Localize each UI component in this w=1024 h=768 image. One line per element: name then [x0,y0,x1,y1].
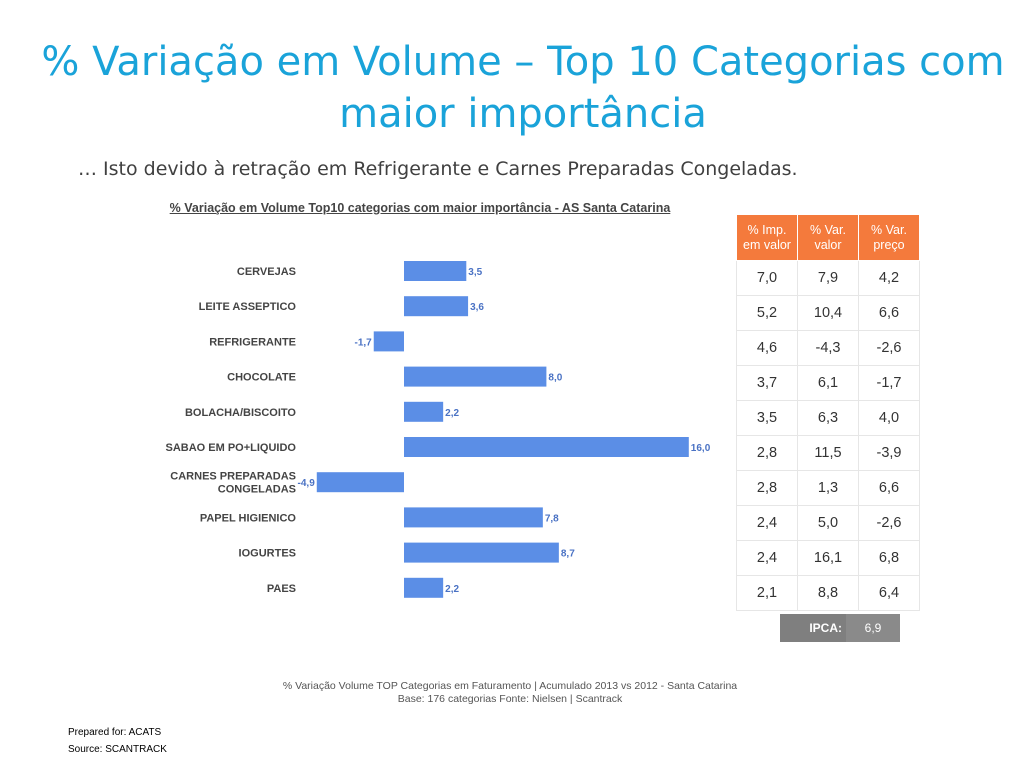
bar-8 [404,542,559,563]
footnote-line1: % Variação Volume TOP Categorias em Fatu… [282,680,738,692]
prepared-block: Prepared for: ACATS Source: SCANTRACK [68,724,167,758]
bar-value-label: 2,2 [445,584,459,595]
bar-3 [404,366,547,387]
header-imp-valor-line2: em valor [743,237,791,252]
ipca-box: IPCA: 6,9 [780,614,900,642]
category-label: PAES [267,583,296,595]
bar-9 [404,577,444,598]
category-label: LEITE ASSEPTICO [199,301,297,313]
table-cell: 6,3 [797,400,859,436]
table-cell: 7,9 [797,260,859,296]
table-cell: 4,0 [858,400,920,436]
table-row: 2,8 1,3 6,6 [736,470,920,506]
header-var-preco-line1: % Var. [871,222,907,237]
source-note: Source: SCANTRACK [68,744,167,755]
header-var-valor-line2: valor [814,237,842,252]
bar-5 [404,437,689,457]
table-cell: -3,9 [858,435,920,471]
category-label: REFRIGERANTE [209,336,296,348]
table-row: 2,1 8,8 6,4 [736,575,920,611]
category-label: CERVEJAS [237,266,296,278]
table-cell: 6,6 [858,470,920,506]
table-cell: 5,0 [797,505,859,541]
chart-title: % Variação em Volume Top10 categorias co… [169,201,671,215]
table-cell: 16,1 [797,540,859,576]
table-row: 5,2 10,4 6,6 [736,295,920,331]
bar-2 [373,331,404,352]
bar-7 [404,507,543,528]
metrics-table: % Imp. em valor % Var. valor % Var. preç… [736,214,920,611]
bar-value-label: -4,9 [298,478,316,489]
table-body: 7,0 7,9 4,2 5,2 10,4 6,6 4,6 -4,3 -2,6 3,7 6,1 -1,7… [736,260,920,611]
table-row: 2,8 11,5 -3,9 [736,435,920,471]
chart-footnote: % Variação Volume TOP Categorias em Fatu… [200,680,820,706]
table-cell: 6,6 [858,295,920,331]
table-cell: 8,8 [797,575,859,611]
bar-4 [404,401,444,422]
bar-value-label: 7,8 [545,513,559,524]
header-imp-valor: % Imp. em valor [736,214,798,261]
table-row: 2,4 5,0 -2,6 [736,505,920,541]
table-cell: -2,6 [858,330,920,366]
slide-subtitle: … Isto devido à retração em Refrigerante… [78,158,798,180]
ipca-value: 6,9 [846,614,900,642]
bar-value-label: 3,5 [468,267,482,278]
bar-6 [316,472,404,493]
slide-title: % Variação em Volume – Top 10 Categorias… [41,39,1005,137]
bar-1 [404,296,469,317]
table-cell: 4,6 [736,330,798,366]
table-cell: 6,1 [797,365,859,401]
table-cell: 2,4 [736,505,798,541]
table-cell: 2,8 [736,435,798,471]
bar-value-label: 2,2 [445,408,459,419]
table-row: 4,6 -4,3 -2,6 [736,330,920,366]
table-cell: -2,6 [858,505,920,541]
category-label: CONGELADAS [218,484,296,496]
bar-0 [404,261,467,281]
header-var-valor: % Var. valor [797,214,859,261]
table-header-row: % Imp. em valor % Var. valor % Var. preç… [736,214,920,261]
category-label: IOGURTES [239,548,296,560]
table-cell: 2,4 [736,540,798,576]
header-imp-valor-line1: % Imp. [747,222,787,237]
table-cell: 6,4 [858,575,920,611]
table-cell: 3,7 [736,365,798,401]
bar-value-label: 8,7 [561,549,575,560]
table-row: 7,0 7,9 4,2 [736,260,920,296]
category-label: PAPEL HIGIENICO [200,512,297,524]
table-cell: 1,3 [797,470,859,506]
table-cell: -4,3 [797,330,859,366]
ipca-label: IPCA: [809,621,842,635]
bar-value-label: -1,7 [355,337,373,348]
header-var-preco: % Var. preço [858,214,920,261]
table-cell: 10,4 [797,295,859,331]
category-label: BOLACHA/BISCOITO [185,407,296,419]
bar-value-label: 3,6 [470,302,484,313]
table-cell: 2,8 [736,470,798,506]
header-var-preco-line2: preço [873,237,905,252]
header-var-valor-line1: % Var. [810,222,846,237]
category-label: SABAO EM PO+LIQUIDO [166,442,297,454]
table-cell: 5,2 [736,295,798,331]
bar-value-label: 8,0 [548,373,562,384]
category-label: CARNES PREPARADAS [170,471,296,483]
table-row: 2,4 16,1 6,8 [736,540,920,576]
table-cell: 4,2 [858,260,920,296]
table-cell: -1,7 [858,365,920,401]
table-cell: 3,5 [736,400,798,436]
table-cell: 11,5 [797,435,859,471]
bar-value-label: 16,0 [691,443,711,454]
category-label: CHOCOLATE [227,372,296,384]
table-cell: 7,0 [736,260,798,296]
table-row: 3,5 6,3 4,0 [736,400,920,436]
table-cell: 6,8 [858,540,920,576]
prepared-for: Prepared for: ACATS [68,727,162,738]
table-row: 3,7 6,1 -1,7 [736,365,920,401]
table-cell: 2,1 [736,575,798,611]
footnote-line2: Base: 176 categorias Fonte: Nielsen | Sc… [397,693,623,705]
